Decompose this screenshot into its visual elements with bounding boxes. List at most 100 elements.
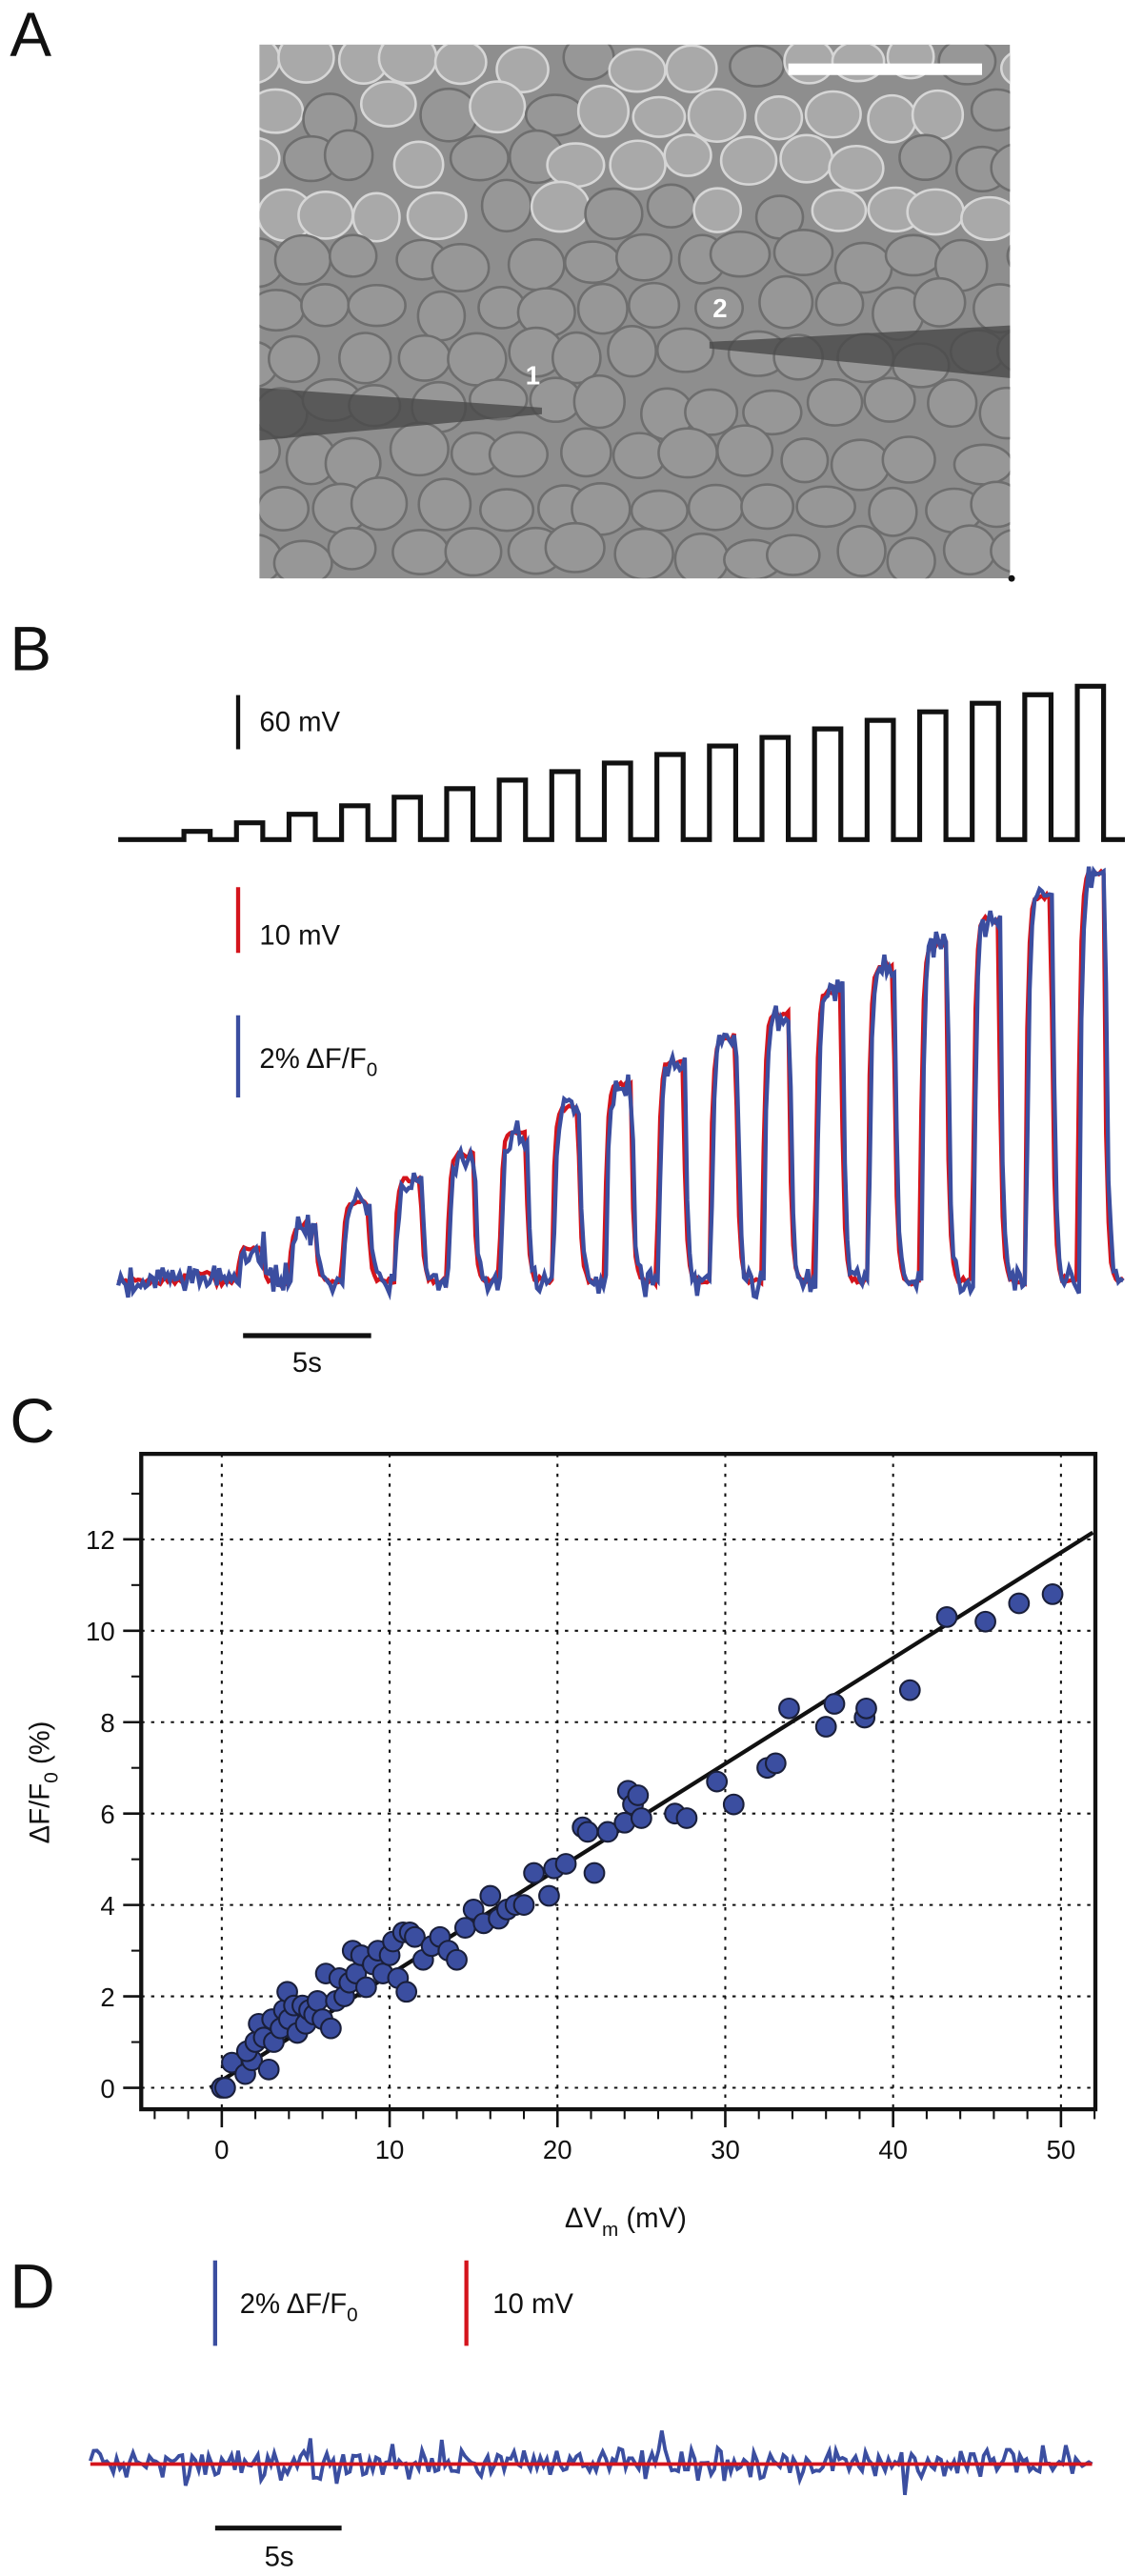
cell xyxy=(544,521,606,574)
cell xyxy=(338,332,392,385)
cell xyxy=(867,93,917,144)
pipette-label: 2 xyxy=(712,293,727,323)
fluorescence-trace xyxy=(89,2430,1093,2496)
cell xyxy=(863,376,916,423)
data-point xyxy=(823,1693,846,1715)
x-axis-label-text: ΔV xyxy=(565,2203,603,2234)
cell xyxy=(417,477,472,532)
data-point xyxy=(554,1853,577,1875)
micrograph-overlay: 1 2 xyxy=(259,63,1015,582)
data-point xyxy=(675,1807,698,1829)
cell xyxy=(1030,276,1083,328)
data-point xyxy=(627,1784,650,1806)
cell xyxy=(268,334,321,384)
scale-label-text: 2% ΔF/F xyxy=(259,1043,366,1075)
data-point xyxy=(512,1894,535,1917)
data-point xyxy=(453,1917,476,1939)
data-point xyxy=(706,1770,729,1793)
cell xyxy=(836,524,887,577)
data-point xyxy=(306,1989,329,2012)
cell xyxy=(350,476,409,532)
cell xyxy=(687,483,745,532)
data-point xyxy=(446,1948,468,1971)
cell xyxy=(488,431,550,478)
cell xyxy=(828,144,885,192)
cell xyxy=(323,129,374,182)
cell xyxy=(1012,426,1066,475)
data-point xyxy=(722,1793,745,1816)
cell xyxy=(772,229,834,277)
cell xyxy=(615,232,673,282)
plot-frame xyxy=(139,1451,1098,2112)
cell xyxy=(692,187,743,233)
dot xyxy=(1008,574,1015,582)
panel-label: A xyxy=(10,0,51,70)
cell xyxy=(259,486,311,532)
cell xyxy=(1023,191,1074,236)
x-tick-label: 50 xyxy=(1047,2135,1076,2164)
y-tick-label: 12 xyxy=(86,1525,115,1555)
cell xyxy=(715,424,774,477)
cell xyxy=(576,84,631,138)
panel-b: 60 mV 10 mV 2% ΔF/F0 5s xyxy=(116,683,1126,1379)
pipette-label: 1 xyxy=(526,361,540,391)
data-point xyxy=(898,1679,921,1701)
cell xyxy=(630,489,689,533)
cell xyxy=(469,80,527,134)
cell xyxy=(272,539,333,579)
cell xyxy=(783,44,835,85)
cell xyxy=(811,189,868,232)
cell xyxy=(479,488,535,533)
scale-label: 10 mV xyxy=(492,2288,573,2320)
cell xyxy=(632,95,687,138)
panel-d: 2% ΔF/F0 10 mV 5s xyxy=(89,2260,1093,2572)
cell xyxy=(259,289,306,332)
cell xyxy=(551,331,602,385)
cell xyxy=(960,195,1011,242)
cell xyxy=(259,44,281,84)
x-tick-label: 40 xyxy=(878,2135,908,2164)
cell xyxy=(530,180,591,233)
cell xyxy=(973,283,1011,334)
cell xyxy=(584,187,644,241)
cell xyxy=(433,44,488,86)
data-point xyxy=(320,2017,342,2040)
cell xyxy=(546,142,606,189)
cell xyxy=(447,332,508,387)
cell xyxy=(391,528,450,576)
cell xyxy=(359,80,417,128)
data-point xyxy=(1041,1583,1064,1605)
cell xyxy=(937,44,997,86)
scale-label: 5s xyxy=(292,1347,322,1379)
cell xyxy=(780,437,830,484)
cell xyxy=(327,526,377,571)
cell xyxy=(886,536,936,579)
data-point xyxy=(1008,1592,1031,1615)
cell xyxy=(609,139,667,191)
cell xyxy=(719,135,778,186)
cell xyxy=(389,421,450,477)
cell xyxy=(607,324,657,378)
cell xyxy=(572,373,626,430)
scale-label: 5s xyxy=(265,2541,294,2572)
cell xyxy=(779,133,834,184)
cell xyxy=(1034,478,1093,521)
data-point xyxy=(576,1821,599,1843)
cell xyxy=(449,134,510,182)
cell xyxy=(300,283,351,328)
cell xyxy=(655,327,715,373)
data-point xyxy=(814,1716,837,1738)
cell xyxy=(729,44,786,88)
cell xyxy=(990,529,1011,574)
data-point xyxy=(257,2058,280,2081)
y-tick-label: 0 xyxy=(100,2074,114,2103)
scale-label-sub: 0 xyxy=(367,1059,378,1081)
cell xyxy=(613,527,674,579)
cell xyxy=(377,44,438,85)
cell xyxy=(814,281,865,327)
cell xyxy=(406,191,468,241)
cell xyxy=(740,483,795,531)
x-tick-label: 30 xyxy=(711,2135,740,2164)
cell xyxy=(795,485,856,529)
